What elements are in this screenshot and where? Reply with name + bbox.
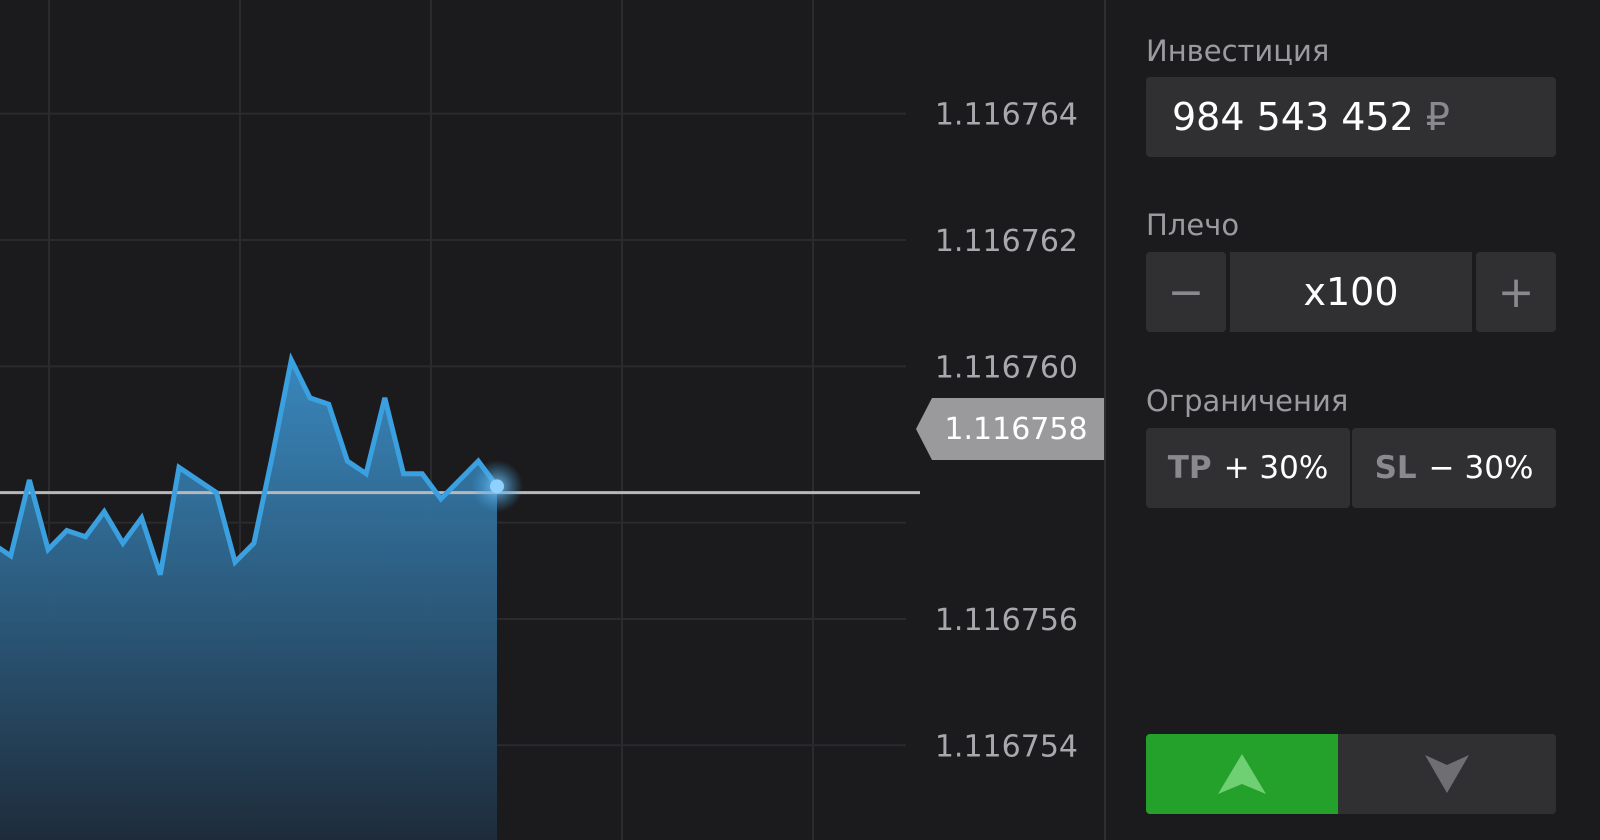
current-price-value: 1.116758 — [944, 411, 1088, 447]
y-tick-label-4: 1.116754 — [935, 729, 1078, 764]
take-profit-value: + 30% — [1223, 450, 1329, 486]
buy-up-button[interactable] — [1146, 734, 1338, 814]
limits-label: Ограничения — [1146, 384, 1349, 418]
last-point-marker — [490, 479, 504, 494]
arrow-up-icon — [1218, 754, 1266, 794]
take-profit-button[interactable]: TP + 30% — [1146, 428, 1350, 508]
price-line — [0, 352, 500, 576]
stop-loss-value: − 30% — [1428, 450, 1534, 486]
sell-down-button[interactable] — [1338, 734, 1556, 814]
leverage-stepper: − x100 + — [1146, 252, 1556, 332]
trade-panel: Инвестиция 984 543 452 ₽ Плечо − x100 + … — [1106, 0, 1600, 840]
y-tick-label-3: 1.116756 — [935, 603, 1078, 638]
take-profit-key: TP — [1167, 450, 1212, 486]
stop-loss-key: SL — [1374, 450, 1417, 486]
y-tick-label-0: 1.116764 — [935, 98, 1078, 133]
y-tick-label-2: 1.116760 — [935, 350, 1078, 385]
arrow-down-icon — [1425, 755, 1469, 793]
stop-loss-button[interactable]: SL − 30% — [1352, 428, 1556, 508]
price-chart[interactable]: 1.116764 1.116762 1.116760 1.116756 1.116754… — [0, 0, 1104, 840]
investment-input[interactable]: 984 543 452 ₽ — [1146, 77, 1556, 157]
currency-symbol: ₽ — [1425, 95, 1450, 139]
leverage-value[interactable]: x100 — [1230, 252, 1472, 332]
limits-row: TP + 30% SL − 30% — [1146, 428, 1556, 508]
investment-amount: 984 543 452 — [1172, 95, 1414, 139]
current-price-tag: 1.116758 — [916, 398, 1104, 460]
plus-icon: + — [1497, 266, 1535, 318]
leverage-label: Плечо — [1146, 208, 1240, 242]
chart-svg: 1.116764 1.116762 1.116760 1.116756 1.116754 — [0, 0, 1078, 840]
price-area-fill — [0, 360, 497, 840]
panel-divider — [1104, 0, 1106, 840]
investment-label: Инвестиция — [1146, 34, 1330, 68]
minus-icon: − — [1167, 266, 1205, 318]
leverage-increase-button[interactable]: + — [1476, 252, 1556, 332]
leverage-value-text: x100 — [1303, 270, 1399, 314]
leverage-decrease-button[interactable]: − — [1146, 252, 1226, 332]
trade-direction-buttons — [1146, 734, 1556, 814]
y-tick-label-1: 1.116762 — [935, 224, 1078, 259]
